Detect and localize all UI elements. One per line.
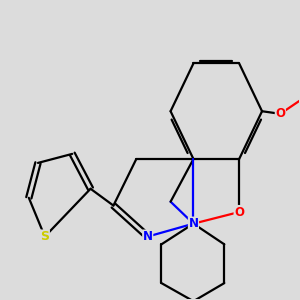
Text: O: O [275, 107, 285, 120]
Text: N: N [143, 230, 153, 243]
Text: O: O [234, 206, 244, 218]
Text: S: S [40, 230, 49, 243]
Text: N: N [188, 217, 198, 230]
